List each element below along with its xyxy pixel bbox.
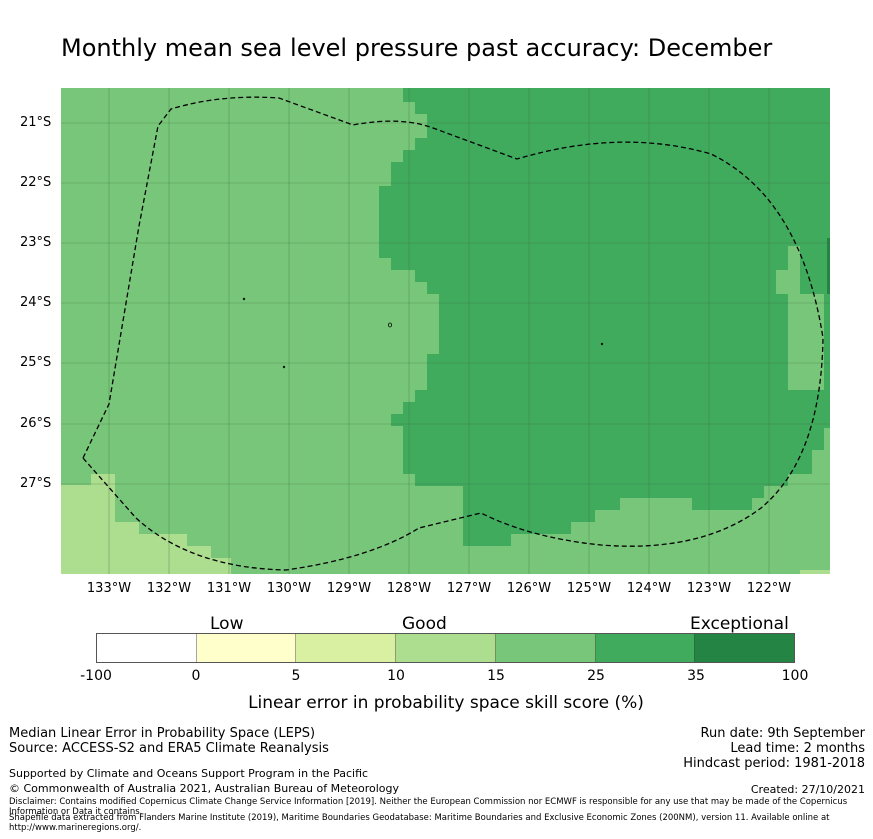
colorbar-label: Linear error in probability space skill … bbox=[248, 693, 644, 713]
colorbar-tick: -100 bbox=[80, 668, 112, 684]
lon-label-124w: 124°W bbox=[626, 581, 672, 596]
lat-label-21s: 21°S bbox=[20, 115, 52, 130]
colorbar-tick: 35 bbox=[687, 668, 705, 684]
lon-label-126w: 126°W bbox=[506, 581, 552, 596]
colorbar-segment bbox=[595, 634, 696, 662]
lat-label-24s: 24°S bbox=[20, 295, 52, 310]
colorbar bbox=[96, 633, 795, 663]
colorbar-segment bbox=[196, 634, 297, 662]
lat-label-27s: 27°S bbox=[20, 476, 52, 491]
lon-label-132w: 132°W bbox=[146, 581, 192, 596]
lon-label-125w: 125°W bbox=[566, 581, 612, 596]
lat-label-26s: 26°S bbox=[20, 416, 52, 431]
lead-time: Lead time: 2 months bbox=[730, 741, 865, 756]
colorbar-segment bbox=[97, 634, 197, 662]
colorbar-tick: 5 bbox=[291, 668, 301, 684]
colorbar-category-exceptional: Exceptional bbox=[690, 614, 789, 634]
colorbar-segment bbox=[695, 634, 795, 662]
chart-title: Monthly mean sea level pressure past acc… bbox=[61, 34, 773, 62]
lon-label-129w: 129°W bbox=[326, 581, 372, 596]
colorbar-category-good: Good bbox=[402, 614, 447, 634]
colorbar-segment bbox=[296, 634, 397, 662]
lon-label-127w: 127°W bbox=[446, 581, 492, 596]
created-date: Created: 27/10/2021 bbox=[750, 783, 865, 796]
footer-shapefile-credit: Shapefile data extracted from Flanders M… bbox=[9, 813, 830, 833]
lon-label-128w: 128°W bbox=[386, 581, 432, 596]
map-gridlines bbox=[61, 88, 830, 574]
lon-label-131w: 131°W bbox=[206, 581, 252, 596]
footer-leps-line: Median Linear Error in Probability Space… bbox=[9, 726, 316, 741]
colorbar-category-low: Low bbox=[210, 614, 244, 634]
colorbar-tick: 25 bbox=[587, 668, 605, 684]
colorbar-segment bbox=[396, 634, 496, 662]
run-date: Run date: 9th September bbox=[700, 726, 865, 741]
hindcast-period: Hindcast period: 1981-2018 bbox=[683, 756, 865, 771]
map-canvas bbox=[61, 88, 830, 574]
map-region-25-35 bbox=[367, 88, 830, 546]
lat-label-22s: 22°S bbox=[20, 175, 52, 190]
colorbar-tick: 0 bbox=[191, 668, 201, 684]
map-region-10-15-corner bbox=[800, 570, 830, 574]
skill-map bbox=[61, 88, 830, 574]
lon-label-130w: 130°W bbox=[266, 581, 312, 596]
map-region-35-100 bbox=[827, 238, 830, 294]
footer-copyright-line: © Commonwealth of Australia 2021, Austra… bbox=[9, 782, 399, 795]
colorbar-tick: 15 bbox=[487, 668, 505, 684]
footer-disclaimer: Disclaimer: Contains modified Copernicus… bbox=[9, 797, 848, 817]
map-region-10-15-southwest bbox=[61, 474, 231, 574]
colorbar-tick: 10 bbox=[387, 668, 405, 684]
footer-source-line: Source: ACCESS-S2 and ERA5 Climate Reana… bbox=[9, 741, 329, 756]
lat-label-23s: 23°S bbox=[20, 235, 52, 250]
lat-label-25s: 25°S bbox=[20, 355, 52, 370]
lon-label-123w: 123°W bbox=[686, 581, 732, 596]
colorbar-segment bbox=[495, 634, 596, 662]
lon-label-122w: 122°W bbox=[746, 581, 792, 596]
map-islands bbox=[242, 297, 604, 369]
footer-support-line: Supported by Climate and Oceans Support … bbox=[9, 767, 369, 780]
colorbar-tick: 100 bbox=[781, 668, 809, 684]
eez-boundary bbox=[82, 96, 824, 571]
lon-label-133w: 133°W bbox=[86, 581, 132, 596]
